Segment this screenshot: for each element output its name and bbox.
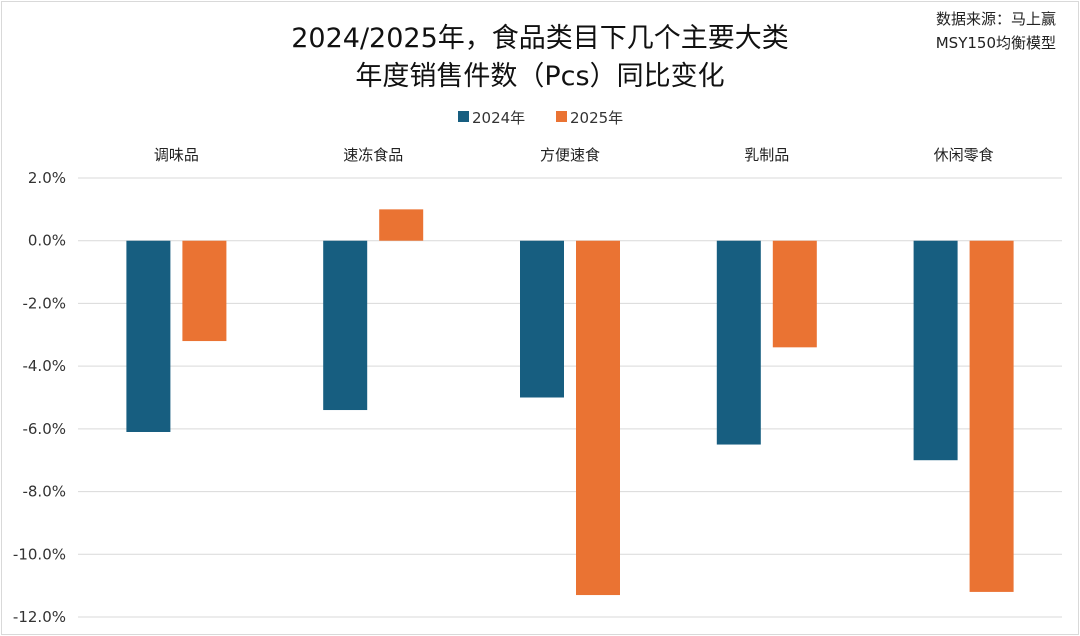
y-tick-label: -12.0%: [13, 608, 66, 626]
legend-swatch: [556, 111, 567, 122]
bar-2025年-方便速食: [576, 240, 620, 596]
category-label: 方便速食: [540, 146, 600, 164]
y-tick-label: 0.0%: [28, 232, 66, 250]
bar-2025年-乳制品: [772, 240, 817, 348]
bar-2024年-速冻食品: [323, 240, 368, 411]
bar-2024年-休闲零食: [913, 240, 958, 461]
legend-swatch: [458, 111, 469, 122]
model-note: MSY150均衡模型: [935, 34, 1056, 52]
bar-2024年-调味品: [126, 240, 171, 432]
source-note: 数据来源：马上赢: [935, 10, 1056, 28]
bar-2025年-休闲零食: [969, 240, 1014, 592]
bar-2024年-乳制品: [716, 240, 761, 445]
category-label: 速冻食品: [343, 146, 403, 164]
y-tick-label: 2.0%: [28, 169, 66, 187]
y-tick-label: -4.0%: [22, 357, 66, 375]
y-tick-label: -8.0%: [22, 483, 66, 501]
bar-2025年-速冻食品: [379, 209, 424, 241]
y-tick-label: -2.0%: [22, 294, 66, 312]
chart-title-line2: 年度销售件数（Pcs）同比变化: [355, 61, 725, 92]
chart-title-line1: 2024/2025年，食品类目下几个主要大类: [291, 23, 789, 54]
category-label: 乳制品: [744, 146, 789, 164]
bar-2024年-方便速食: [520, 240, 564, 398]
legend-label: 2025年: [570, 109, 623, 127]
category-label: 休闲零食: [934, 146, 994, 164]
y-tick-label: -6.0%: [22, 420, 66, 438]
y-tick-label: -10.0%: [13, 545, 66, 563]
legend-label: 2024年: [472, 109, 525, 127]
bar-2025年-调味品: [182, 240, 227, 342]
category-label: 调味品: [154, 146, 199, 164]
